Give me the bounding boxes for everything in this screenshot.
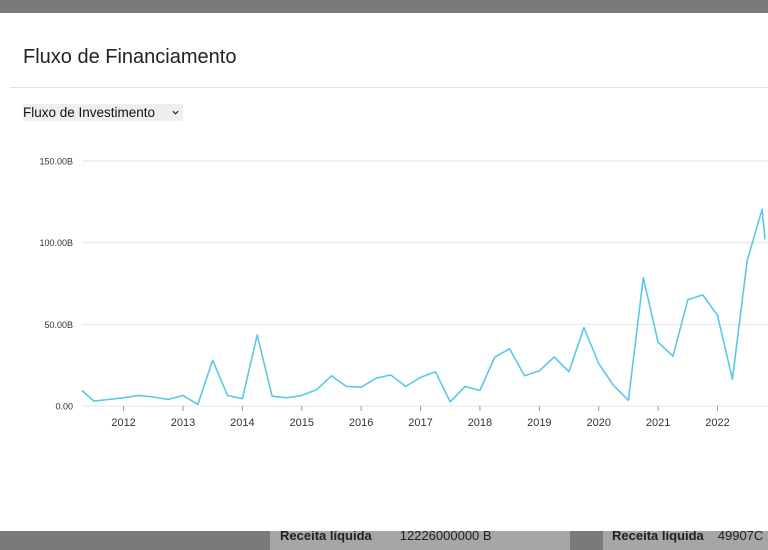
x-tick-label: 2018 [468,417,492,428]
y-tick-label: 0.00 [55,402,73,412]
x-tick-label: 2019 [527,417,551,428]
x-tick-label: 2012 [111,417,135,428]
background-value-right: 49907C [717,531,764,543]
modal-title: Fluxo de Financiamento [23,46,237,68]
x-tick-label: 2022 [705,417,729,428]
background-card-right: Receita líquida 49907C [603,531,768,550]
background-card-left: Receita líquida 12226000000 B [270,531,570,550]
x-tick-label: 2021 [646,417,670,428]
modal-divider [10,87,768,88]
x-tick-label: 2017 [408,417,432,428]
y-tick-label: 100.00B [39,238,73,248]
x-tick-label: 2016 [349,417,373,428]
financing-flow-chart: 0.00 50.00B 100.00B 150.00B 2012 2013 2014 2015… [39,157,768,428]
overlay-top-strip [0,0,768,13]
x-tick-label: 2015 [290,417,314,428]
x-tick-label: 2013 [171,417,195,428]
series-line [81,208,766,406]
flow-type-select-value: Fluxo de Investimento [23,105,156,120]
background-value-left-text: 12226000000 B [399,531,492,543]
flow-type-select[interactable]: Fluxo de Investimento [23,104,183,121]
y-tick-label: 50.00B [44,320,73,330]
financing-flow-modal: Fluxo de Financiamento Fluxo de Investim… [0,13,768,531]
background-label-right: Receita líquida [612,531,704,543]
background-label-left: Receita líquida [280,531,372,543]
chevron-down-icon [172,110,179,115]
x-tick-label: 2020 [586,417,610,428]
y-tick-label: 150.00B [39,157,73,167]
x-tick-label: 2014 [230,417,254,428]
